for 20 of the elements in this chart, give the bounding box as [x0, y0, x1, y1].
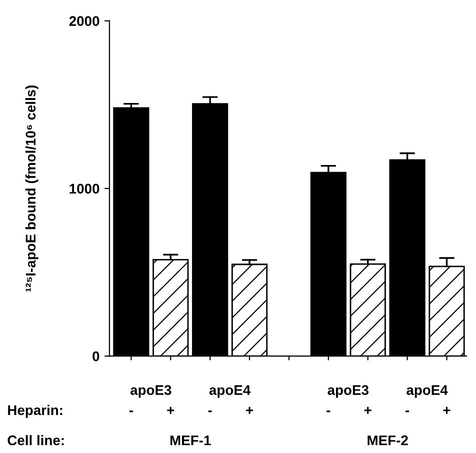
- x-tick-label: -: [406, 410, 410, 412]
- text: apoE3: [130, 385, 172, 398]
- text: apoE3: [328, 385, 368, 398]
- x-tick-label: +: [364, 406, 372, 414]
- x-tick-label: +: [167, 406, 174, 414]
- x-tick-label: -: [208, 410, 212, 412]
- text: apoE4: [406, 385, 448, 398]
- y-axis-title: ¹²⁵I-apoE bound (fmol/10⁶ cells): [25, 85, 38, 292]
- text: apoE4: [209, 385, 251, 398]
- y-tick-label: 1000: [70, 184, 100, 194]
- x-tick-label: +: [246, 406, 254, 414]
- x-tick-label: -: [326, 410, 330, 412]
- text: Heparin:: [8, 404, 62, 418]
- text: MEF-2: [368, 435, 408, 446]
- x-tick-label: +: [443, 406, 450, 414]
- y-tick-label: 0: [92, 351, 100, 362]
- text: Cell line:: [8, 435, 64, 446]
- y-tick-label: 2000: [69, 16, 100, 26]
- text: MEF-1: [170, 436, 211, 446]
- x-tick-label: -: [129, 410, 133, 412]
